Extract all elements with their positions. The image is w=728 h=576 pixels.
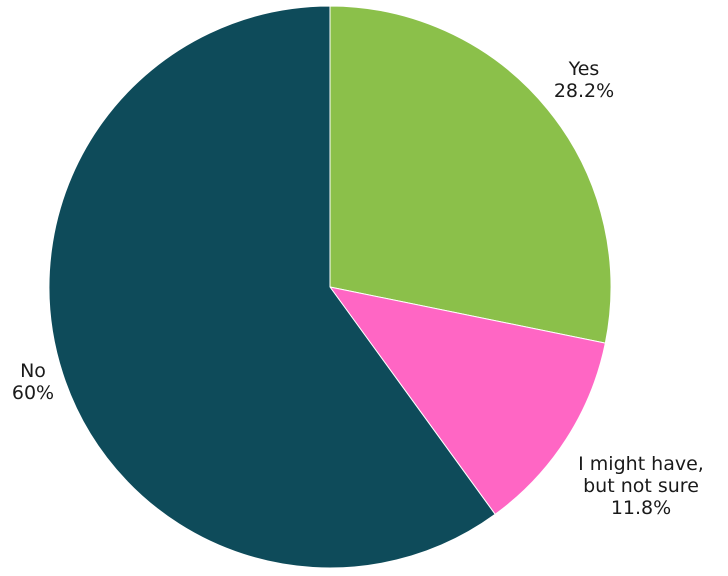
pie-slices — [48, 5, 612, 569]
pie-slice-yes — [329, 5, 612, 344]
slice-category-label: No — [20, 360, 46, 382]
slice-category-label: Yes — [568, 58, 600, 80]
slice-value-label: 11.8% — [611, 497, 671, 519]
pie-slice-i-might-have-but-not-sure — [328, 286, 606, 516]
slice-value-label: 28.2% — [554, 80, 614, 102]
slice-value-label: 60% — [12, 382, 54, 404]
slice-category-label: but not sure — [583, 475, 699, 497]
slice-category-label: I might have, — [578, 453, 704, 475]
pie-slice-no — [48, 5, 496, 569]
